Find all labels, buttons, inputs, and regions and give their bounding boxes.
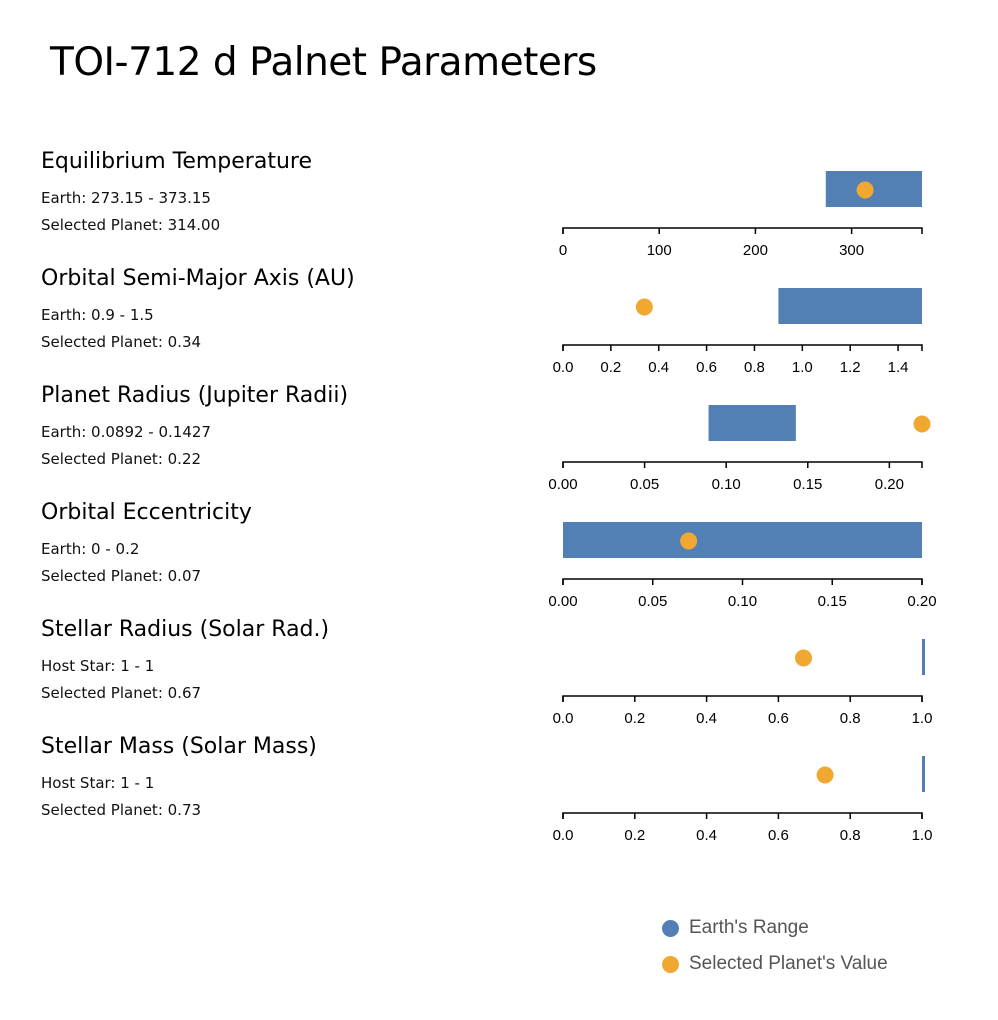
tick-label: 1.0 <box>912 710 933 727</box>
value-dot <box>856 181 874 199</box>
chart-panel-3: 0.00 0.05 0.10 0.15 0.20 <box>548 522 937 610</box>
legend-label-range: Earth's Range <box>689 917 809 938</box>
tick-label: 0.4 <box>648 359 669 376</box>
param-panel-semi-major-axis: Orbital Semi-Major Axis (AU) Earth: 0.9 … <box>41 265 501 365</box>
tick-label: 0.2 <box>624 827 645 844</box>
tick-label: 0.8 <box>744 359 765 376</box>
param-range-text: Earth: 0 - 0.2 <box>41 540 140 558</box>
param-range-text: Earth: 0.0892 - 0.1427 <box>41 423 211 441</box>
tick-label: 0.10 <box>712 476 741 493</box>
tick-label: 1.0 <box>912 827 933 844</box>
range-bar <box>825 171 922 207</box>
tick-label: 0.05 <box>638 593 667 610</box>
tick-label: 0.20 <box>875 476 904 493</box>
tick-label: 0.00 <box>548 476 577 493</box>
tick-label: 1.4 <box>888 359 909 376</box>
tick-label: 0.8 <box>840 827 861 844</box>
tick-label: 300 <box>839 242 864 259</box>
param-panel-equilibrium-temperature: Equilibrium Temperature Earth: 273.15 - … <box>41 148 501 248</box>
param-value-text: Selected Planet: 0.22 <box>41 450 202 468</box>
param-range-text: Host Star: 1 - 1 <box>41 774 155 792</box>
axis-line <box>562 695 923 702</box>
param-name: Orbital Eccentricity <box>41 500 252 525</box>
range-bar <box>563 522 922 558</box>
range-bar <box>922 639 925 675</box>
axis-line <box>562 344 923 351</box>
tick-label: 0.0 <box>553 827 574 844</box>
param-panel-stellar-mass: Stellar Mass (Solar Mass) Host Star: 1 -… <box>41 733 501 833</box>
value-dot <box>635 298 653 316</box>
chart-panel-4: 0.0 0.2 0.4 0.6 0.8 1.0 <box>553 639 933 727</box>
tick-label: 0.6 <box>768 710 789 727</box>
param-name: Stellar Mass (Solar Mass) <box>41 734 317 759</box>
tick-label: 0.8 <box>840 710 861 727</box>
tick-label: 0.15 <box>818 593 847 610</box>
tick-label: 1.0 <box>792 359 813 376</box>
range-bar <box>778 288 922 324</box>
param-value-text: Selected Planet: 0.73 <box>41 801 202 819</box>
axis-line <box>562 812 923 819</box>
chart-panel-0: 0 100 200 300 <box>559 171 923 259</box>
legend-item-value: Selected Planet's Value <box>662 952 888 976</box>
tick-label: 0.6 <box>768 827 789 844</box>
tick-label: 100 <box>647 242 672 259</box>
tick-label: 200 <box>743 242 768 259</box>
param-panel-eccentricity: Orbital Eccentricity Earth: 0 - 0.2 Sele… <box>41 499 501 599</box>
param-name: Orbital Semi-Major Axis (AU) <box>41 266 355 291</box>
tick-label: 0.0 <box>553 359 574 376</box>
tick-label: 0.05 <box>630 476 659 493</box>
legend-item-range: Earth's Range <box>662 916 888 940</box>
tick-label: 0.2 <box>600 359 621 376</box>
legend: Earth's Range Selected Planet's Value <box>662 916 888 988</box>
legend-swatch-value <box>662 955 679 973</box>
value-dot <box>816 766 834 784</box>
tick-label: 0.00 <box>548 593 577 610</box>
tick-label: 0.10 <box>728 593 757 610</box>
range-bar <box>708 405 796 441</box>
param-name: Equilibrium Temperature <box>41 149 312 174</box>
tick-label: 0.4 <box>696 710 717 727</box>
tick-label: 0.6 <box>696 359 717 376</box>
param-panel-planet-radius: Planet Radius (Jupiter Radii) Earth: 0.0… <box>41 382 501 482</box>
tick-label: 0 <box>559 242 567 259</box>
axis-line <box>562 461 923 468</box>
chart-panel-2: 0.00 0.05 0.10 0.15 0.20 <box>548 405 931 493</box>
axis-line <box>562 227 923 234</box>
param-name: Planet Radius (Jupiter Radii) <box>41 383 349 408</box>
tick-label: 1.2 <box>840 359 861 376</box>
chart-panel-5: 0.0 0.2 0.4 0.6 0.8 1.0 <box>553 756 933 844</box>
tick-label: 0.0 <box>553 710 574 727</box>
value-dot <box>680 532 698 550</box>
tick-label: 0.2 <box>624 710 645 727</box>
param-value-text: Selected Planet: 0.34 <box>41 333 202 351</box>
param-value-text: Selected Planet: 0.67 <box>41 684 202 702</box>
param-name: Stellar Radius (Solar Rad.) <box>41 617 330 642</box>
param-range-text: Earth: 0.9 - 1.5 <box>41 306 154 324</box>
param-value-text: Selected Planet: 314.00 <box>41 216 221 234</box>
page-title: TOI-712 d Palnet Parameters <box>50 40 597 85</box>
param-panel-stellar-radius: Stellar Radius (Solar Rad.) Host Star: 1… <box>41 616 501 716</box>
param-range-text: Host Star: 1 - 1 <box>41 657 155 675</box>
tick-label: 0.15 <box>793 476 822 493</box>
value-dot <box>913 415 931 433</box>
legend-swatch-range <box>662 919 679 937</box>
param-value-text: Selected Planet: 0.07 <box>41 567 202 585</box>
chart-panel-1: 0.0 0.2 0.4 0.6 0.8 1.0 1.2 1.4 <box>553 288 923 376</box>
range-bar <box>922 756 925 792</box>
tick-label: 0.4 <box>696 827 717 844</box>
legend-label-value: Selected Planet's Value <box>689 953 888 974</box>
value-dot <box>795 649 813 667</box>
param-range-text: Earth: 273.15 - 373.15 <box>41 189 211 207</box>
tick-label: 0.20 <box>907 593 936 610</box>
